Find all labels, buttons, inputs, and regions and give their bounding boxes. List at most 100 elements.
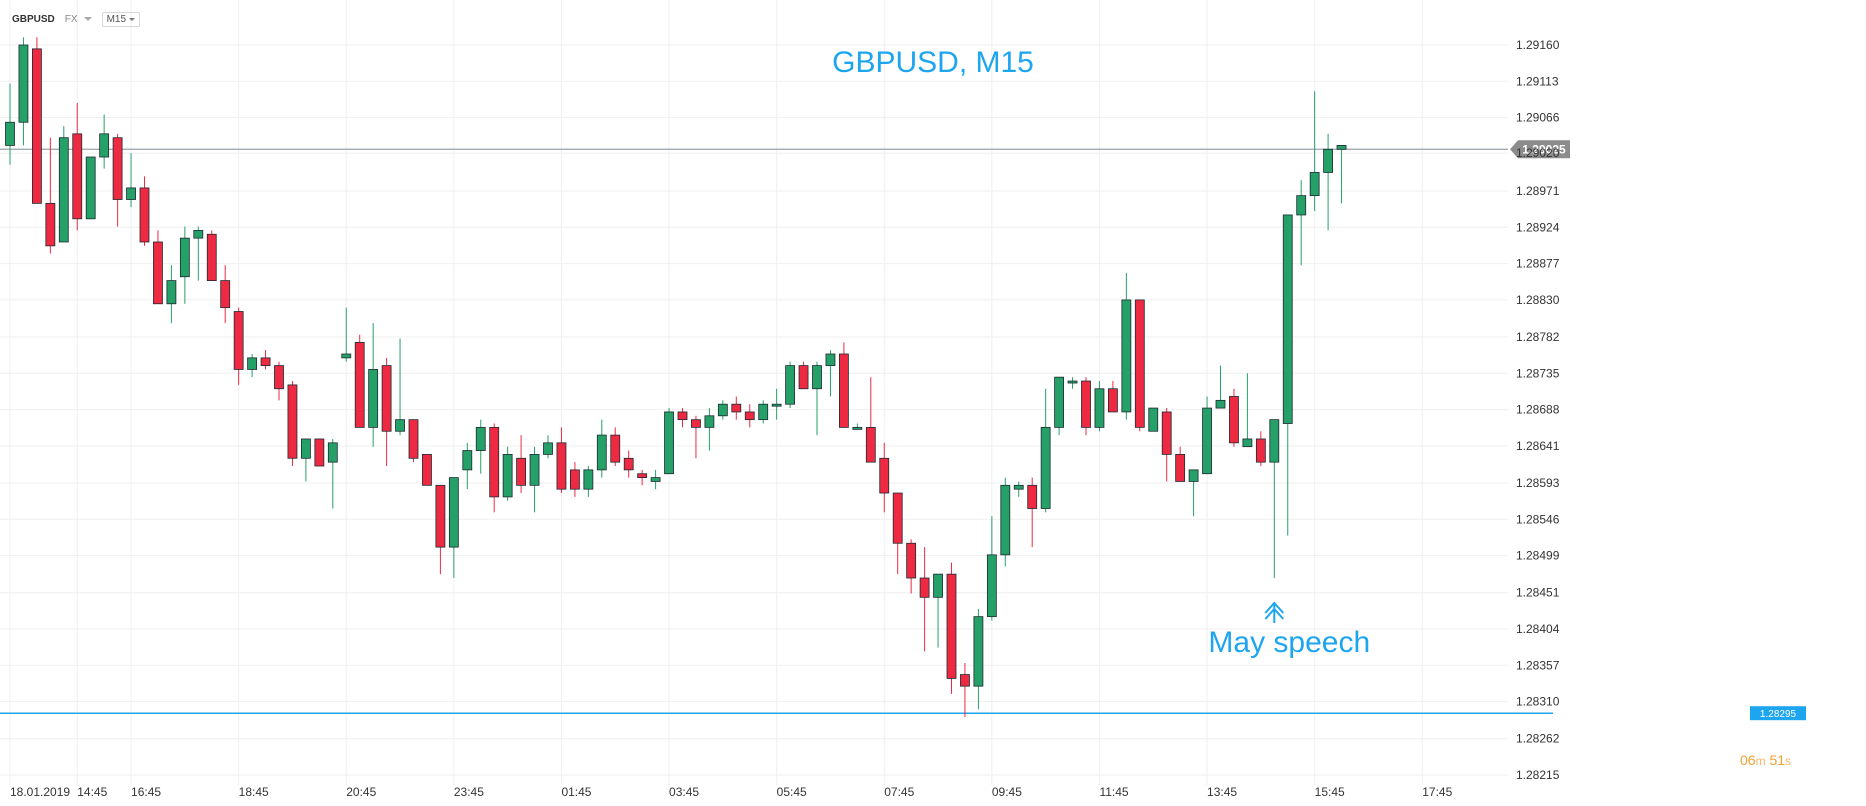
candle[interactable] [731, 396, 742, 420]
market-selector[interactable]: FX [65, 14, 92, 25]
candle[interactable] [1269, 419, 1280, 579]
candle[interactable] [570, 462, 580, 497]
candle[interactable] [99, 114, 110, 169]
candle[interactable] [650, 469, 661, 490]
candle[interactable] [422, 454, 432, 486]
candle[interactable] [1323, 133, 1333, 231]
candle[interactable] [798, 361, 809, 390]
candle[interactable] [610, 427, 621, 467]
candle[interactable] [946, 562, 957, 694]
candle[interactable] [45, 137, 56, 254]
candle[interactable] [1134, 299, 1145, 432]
candle[interactable] [825, 350, 836, 397]
candle[interactable] [1013, 481, 1024, 497]
candle[interactable] [395, 338, 405, 436]
candle[interactable] [18, 37, 29, 146]
candle[interactable] [771, 388, 782, 420]
candle[interactable] [274, 361, 284, 401]
candle[interactable] [960, 662, 970, 718]
candle[interactable] [462, 442, 473, 490]
candle[interactable] [381, 357, 392, 467]
candle[interactable] [502, 446, 513, 501]
candle[interactable] [193, 226, 204, 281]
candle[interactable] [435, 484, 446, 575]
candle[interactable] [368, 323, 379, 447]
candle[interactable] [179, 226, 190, 304]
candle[interactable] [1121, 272, 1132, 420]
candle[interactable] [327, 438, 338, 509]
candle[interactable] [1094, 381, 1105, 432]
candle[interactable] [1148, 407, 1159, 432]
candle[interactable] [1229, 388, 1239, 447]
candle[interactable] [287, 381, 298, 467]
candle[interactable] [596, 419, 607, 478]
candle[interactable] [220, 265, 231, 324]
candle[interactable] [1108, 381, 1118, 413]
timeframe-selector[interactable]: M15 [101, 11, 141, 27]
candle[interactable] [139, 176, 150, 246]
candle[interactable] [448, 477, 459, 579]
candle[interactable] [1040, 388, 1051, 513]
candle[interactable] [973, 608, 984, 710]
candle[interactable] [892, 492, 903, 575]
candle[interactable] [839, 342, 849, 428]
candle[interactable] [1336, 145, 1347, 204]
candle[interactable] [865, 377, 876, 463]
candle[interactable] [5, 83, 15, 165]
candle[interactable] [300, 438, 311, 482]
candle[interactable] [341, 307, 352, 362]
candle[interactable] [529, 446, 540, 513]
candle[interactable] [919, 547, 930, 652]
candle[interactable] [556, 427, 567, 494]
candle[interactable] [704, 408, 715, 451]
candle[interactable] [489, 423, 500, 513]
candle[interactable] [260, 350, 271, 370]
candle[interactable] [153, 230, 163, 305]
candle[interactable] [717, 400, 728, 420]
candle[interactable] [637, 469, 648, 486]
candle[interactable] [758, 400, 769, 424]
candle[interactable] [812, 361, 822, 436]
candle[interactable] [1188, 469, 1199, 517]
candle[interactable] [1161, 408, 1172, 482]
candle[interactable] [1242, 373, 1253, 448]
candle[interactable] [206, 230, 217, 282]
candle[interactable] [1202, 396, 1212, 475]
candle[interactable] [744, 404, 755, 428]
candle[interactable] [664, 408, 674, 475]
candle[interactable] [543, 435, 553, 459]
candle[interactable] [623, 450, 634, 478]
candle[interactable] [1081, 377, 1091, 436]
candle[interactable] [1027, 477, 1038, 548]
candle[interactable] [986, 516, 997, 621]
candle[interactable] [1255, 431, 1266, 467]
candle[interactable] [785, 361, 795, 409]
candle[interactable] [516, 435, 526, 494]
candle[interactable] [354, 334, 365, 428]
candle[interactable] [1000, 477, 1011, 567]
candle[interactable] [408, 419, 419, 463]
candle[interactable] [314, 438, 325, 467]
candle[interactable] [32, 37, 42, 204]
symbol-label[interactable]: GBPUSD [12, 13, 55, 25]
candle[interactable] [112, 133, 123, 227]
candle[interactable] [475, 419, 486, 474]
candle[interactable] [1309, 91, 1320, 212]
candle[interactable] [166, 265, 177, 324]
candle[interactable] [85, 156, 96, 220]
candle[interactable] [852, 423, 863, 430]
candle[interactable] [879, 442, 890, 513]
candle[interactable] [247, 353, 258, 378]
candle[interactable] [1054, 376, 1064, 436]
candle[interactable] [72, 102, 83, 231]
candle[interactable] [1282, 214, 1293, 536]
candle[interactable] [233, 307, 244, 385]
candle[interactable] [933, 573, 943, 648]
candle[interactable] [583, 466, 594, 497]
candle[interactable] [1067, 377, 1078, 389]
candle[interactable] [58, 126, 69, 243]
candle[interactable] [1215, 365, 1226, 409]
candle[interactable] [906, 539, 917, 594]
candle[interactable] [126, 153, 136, 208]
